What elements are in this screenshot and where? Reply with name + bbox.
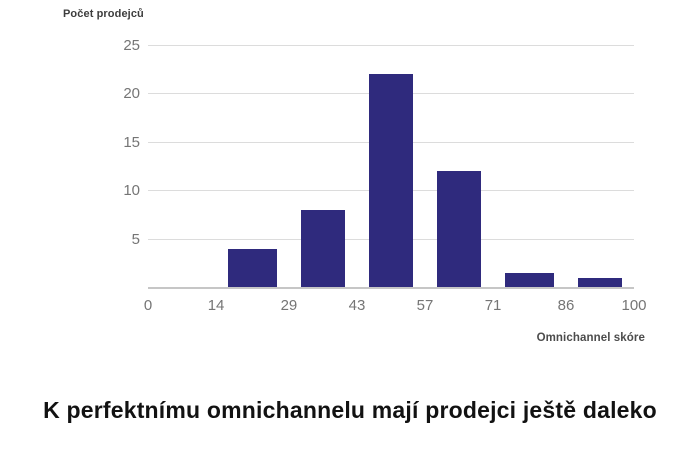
y-tick-label: 20 (123, 85, 140, 102)
histogram-bar (228, 248, 277, 288)
plot-area: 5 10 15 20 25 0 14 29 43 57 71 86 100 (123, 36, 647, 315)
gridline (148, 44, 634, 46)
x-axis-line (148, 286, 634, 289)
x-tick-label: 29 (280, 297, 298, 314)
histogram-bar (577, 277, 623, 288)
y-tick-label: 15 (123, 133, 140, 151)
x-tick-label: 57 (416, 297, 434, 314)
histogram-bar (436, 171, 482, 288)
y-tick-label: 5 (131, 230, 140, 248)
y-tick-label: 10 (123, 182, 140, 199)
y-axis-title: Počet prodejců (63, 8, 144, 20)
x-tick-label: 71 (484, 297, 502, 314)
x-axis-title: Omnichannel skóre (536, 332, 645, 344)
x-tick-label: 86 (557, 297, 575, 314)
x-tick-label: 0 (143, 297, 153, 314)
x-tick-label: 14 (207, 297, 225, 314)
y-tick-label: 25 (123, 36, 140, 54)
histogram-bar (300, 209, 346, 288)
x-tick-label: 100 (621, 297, 647, 314)
histogram-bar (368, 74, 414, 288)
x-tick-label: 43 (348, 297, 366, 314)
chart-title: K perfektnímu omnichannelu mají prodejci… (43, 397, 657, 423)
histogram-bar (505, 272, 554, 288)
